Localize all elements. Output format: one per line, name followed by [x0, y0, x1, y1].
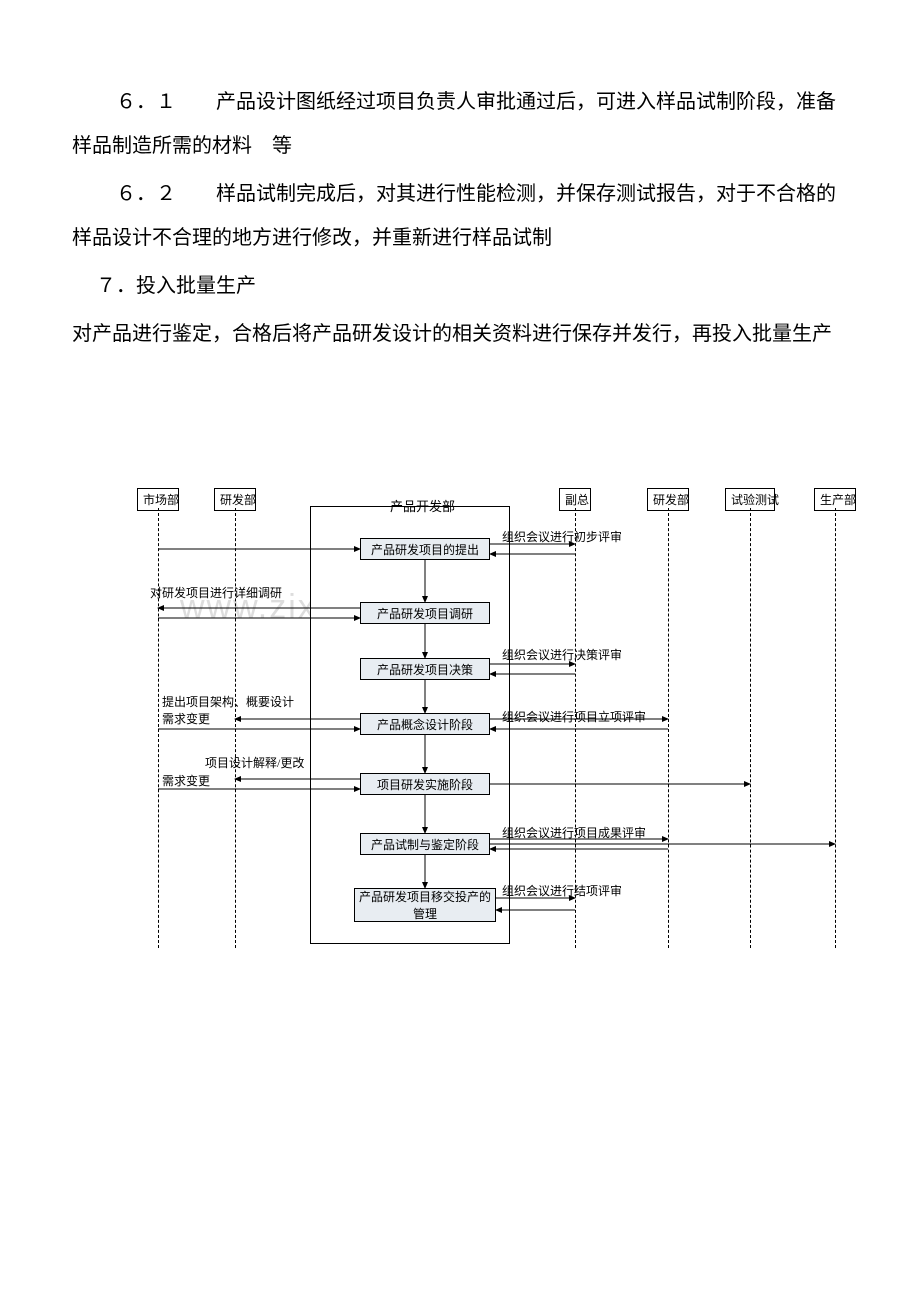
- paragraph-7-body: 对产品进行鉴定，合格后将产品研发设计的相关资料进行保存并发行，再投入批量生产: [72, 312, 848, 356]
- edge-label-0: 组织会议进行初步评审: [502, 528, 622, 545]
- edge-label-7: 需求变更: [162, 772, 210, 789]
- stage-s3: 产品研发项目决策: [360, 658, 490, 680]
- edge-label-2: 组织会议进行决策评审: [502, 646, 622, 663]
- stage-s6: 产品试制与鉴定阶段: [360, 833, 490, 855]
- lifeline-test: [750, 508, 751, 948]
- stage-s1: 产品研发项目的提出: [360, 538, 490, 560]
- process-swimlane-diagram: www.zixin.com.cn 市场部研发部副总研发部试验测试生产部 产品开发…: [110, 488, 870, 948]
- edge-label-3: 提出项目架构、概要设计: [162, 693, 294, 710]
- lifeline-prod: [835, 508, 836, 948]
- edge-label-6: 项目设计解释/更改: [205, 754, 304, 771]
- stage-s5: 项目研发实施阶段: [360, 773, 490, 795]
- document-text: ６．１ 产品设计图纸经过项目负责人审批通过后，可进入样品试制阶段，准备样品制造所…: [72, 80, 848, 360]
- lifeline-rd1: [235, 508, 236, 948]
- paragraph-7: ７．投入批量生产: [72, 264, 848, 308]
- edge-label-1: 对研发项目进行详细调研: [150, 584, 282, 601]
- stage-s2: 产品研发项目调研: [360, 602, 490, 624]
- edge-label-9: 组织会议进行结项评审: [502, 882, 622, 899]
- lifeline-market: [158, 508, 159, 948]
- paragraph-6-2: ６．２ 样品试制完成后，对其进行性能检测，并保存测试报告，对于不合格的样品设计不…: [72, 172, 848, 260]
- lifeline-rd2: [668, 508, 669, 948]
- stage-s7: 产品研发项目移交投产的管理: [354, 888, 496, 922]
- edge-label-4: 需求变更: [162, 710, 210, 727]
- stage-s4: 产品概念设计阶段: [360, 713, 490, 735]
- edge-label-5: 组织会议进行项目立项评审: [502, 708, 646, 725]
- central-dev-title: 产品开发部: [390, 496, 455, 515]
- paragraph-6-1: ６．１ 产品设计图纸经过项目负责人审批通过后，可进入样品试制阶段，准备样品制造所…: [72, 80, 848, 168]
- edge-label-8: 组织会议进行项目成果评审: [502, 824, 646, 841]
